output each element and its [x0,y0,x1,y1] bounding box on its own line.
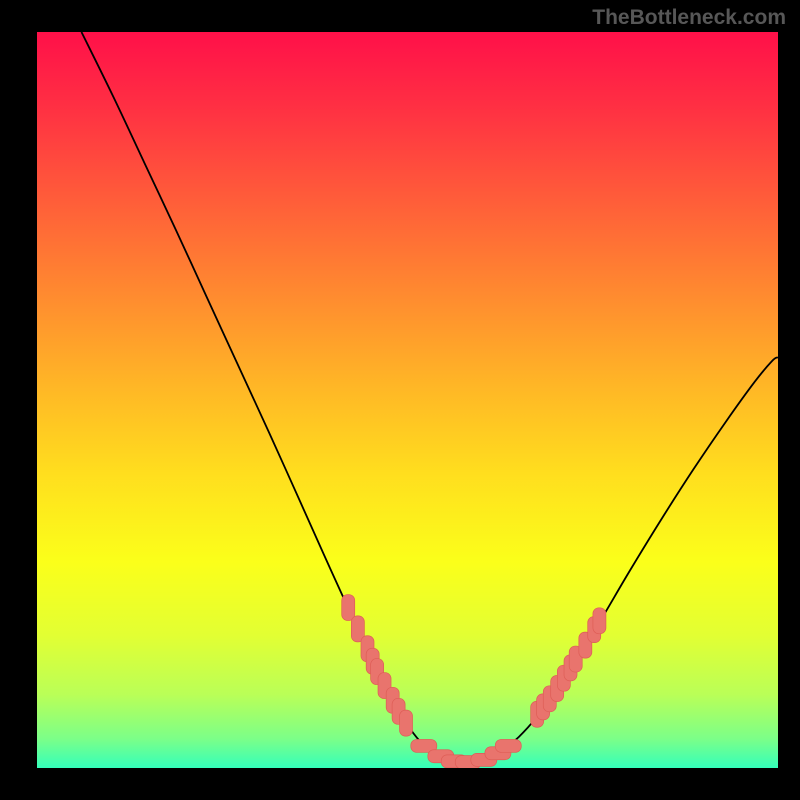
marker-pill [495,739,521,752]
marker-pill [342,595,355,621]
marker-pill [593,608,606,634]
marker-pill [400,710,413,736]
watermark-text: TheBottleneck.com [592,6,786,30]
chart-frame: TheBottleneck.com [0,0,800,800]
gradient-background [37,32,778,768]
bottleneck-chart [37,32,778,768]
